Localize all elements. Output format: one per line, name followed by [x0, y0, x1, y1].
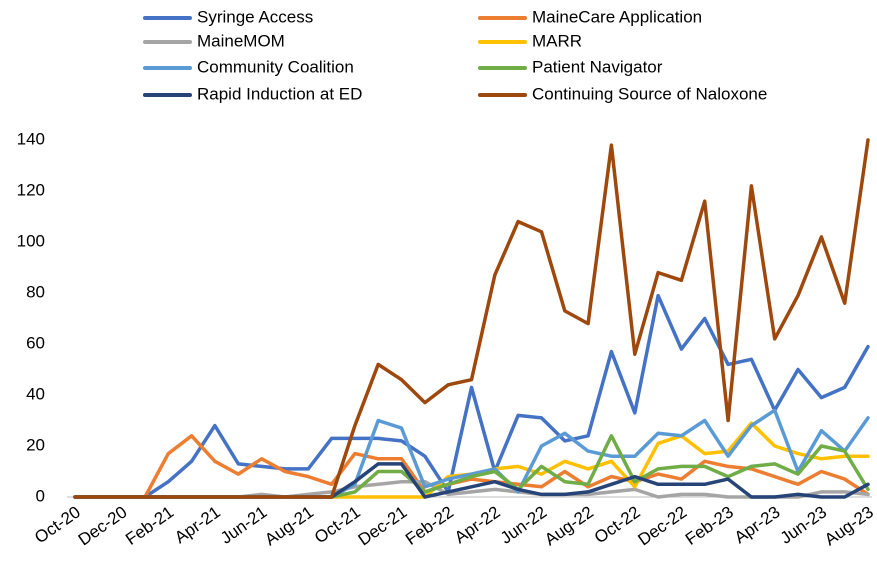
y-tick-label: 40	[26, 384, 45, 403]
x-tick-label: Oct-20	[31, 502, 84, 547]
legend-label: MaineMOM	[197, 31, 285, 50]
y-tick-label: 60	[26, 333, 45, 352]
legend-label: Patient Navigator	[532, 57, 663, 76]
y-tick-label: 120	[17, 180, 45, 199]
y-tick-label: 100	[17, 231, 45, 250]
x-tick-label: Dec-20	[75, 502, 131, 549]
legend-label: Continuing Source of Naloxone	[532, 84, 767, 103]
x-tick-label: Oct-22	[591, 502, 644, 547]
x-tick-label: Feb-22	[402, 502, 457, 548]
x-tick-label: Jun-22	[497, 502, 550, 547]
x-tick-label: Apr-23	[731, 502, 784, 547]
legend-label: Syringe Access	[197, 7, 313, 26]
legend-label: MaineCare Application	[532, 7, 702, 26]
legend-label: Community Coalition	[197, 57, 354, 76]
x-tick-label: Apr-21	[171, 502, 224, 547]
x-tick-label: Dec-21	[355, 502, 411, 549]
x-tick-label: Jun-21	[217, 502, 270, 547]
series-line	[73, 138, 870, 499]
x-tick-label: Aug-22	[541, 502, 597, 549]
legend-label: MARR	[532, 31, 582, 50]
x-tick-label: Feb-23	[682, 502, 737, 548]
x-tick-label: Aug-23	[821, 502, 877, 549]
y-tick-label: 140	[17, 129, 45, 148]
y-tick-label: 20	[26, 435, 45, 454]
x-tick-label: Dec-22	[634, 502, 690, 549]
x-tick-label: Jun-23	[777, 502, 830, 547]
series-line	[73, 293, 870, 499]
x-tick-label: Feb-21	[122, 502, 177, 548]
series-line	[73, 434, 870, 499]
y-tick-label: 80	[26, 282, 45, 301]
x-tick-label: Oct-21	[311, 502, 364, 547]
legend-label: Rapid Induction at ED	[197, 84, 362, 103]
x-tick-label: Aug-21	[261, 502, 317, 549]
x-tick-label: Apr-22	[451, 502, 504, 547]
y-tick-label: 0	[36, 486, 45, 505]
